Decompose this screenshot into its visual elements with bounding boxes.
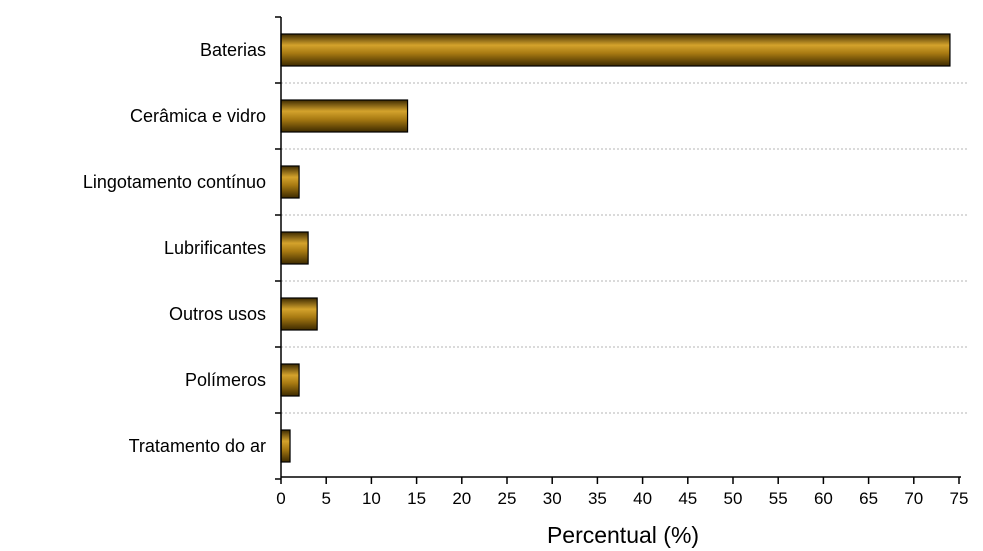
bar: [280, 297, 318, 331]
grid-layer: [281, 82, 969, 414]
bars-layer: [280, 33, 951, 463]
bar: [280, 33, 951, 67]
x-tick-label: 55: [769, 489, 788, 508]
x-tick-label: 30: [543, 489, 562, 508]
category-label: Cerâmica e vidro: [130, 106, 266, 126]
x-tick-label: 40: [633, 489, 652, 508]
x-tick-label: 20: [452, 489, 471, 508]
category-label: Lubrificantes: [164, 238, 266, 258]
category-label: Lingotamento contínuo: [83, 172, 266, 192]
x-tick-label: 60: [814, 489, 833, 508]
bar: [280, 165, 300, 199]
axes-layer: [275, 16, 961, 484]
bar: [280, 363, 300, 397]
x-tick-label: 75: [950, 489, 969, 508]
bar: [280, 231, 309, 265]
x-tick-label: 65: [859, 489, 878, 508]
x-tick-label: 0: [276, 489, 285, 508]
x-tick-label: 15: [407, 489, 426, 508]
category-labels: Baterias Cerâmica e vidro Lingotamento con…: [83, 40, 266, 456]
x-tick-label: 10: [362, 489, 381, 508]
bar: [280, 99, 409, 133]
x-tick-label: 5: [321, 489, 330, 508]
bar: [280, 429, 291, 463]
x-tick-labels: 0 5 10 15 20 25 30 35 40 45 50 55 60 65 70 75: [276, 489, 968, 508]
category-label: Outros usos: [169, 304, 266, 324]
x-tick-label: 25: [498, 489, 517, 508]
x-axis-title: Percentual (%): [547, 522, 699, 548]
x-tick-label: 45: [678, 489, 697, 508]
category-label: Polímeros: [185, 370, 266, 390]
category-label: Baterias: [200, 40, 266, 60]
x-tick-label: 50: [724, 489, 743, 508]
category-label: Tratamento do ar: [129, 436, 266, 456]
x-tick-label: 35: [588, 489, 607, 508]
x-tick-label: 70: [904, 489, 923, 508]
